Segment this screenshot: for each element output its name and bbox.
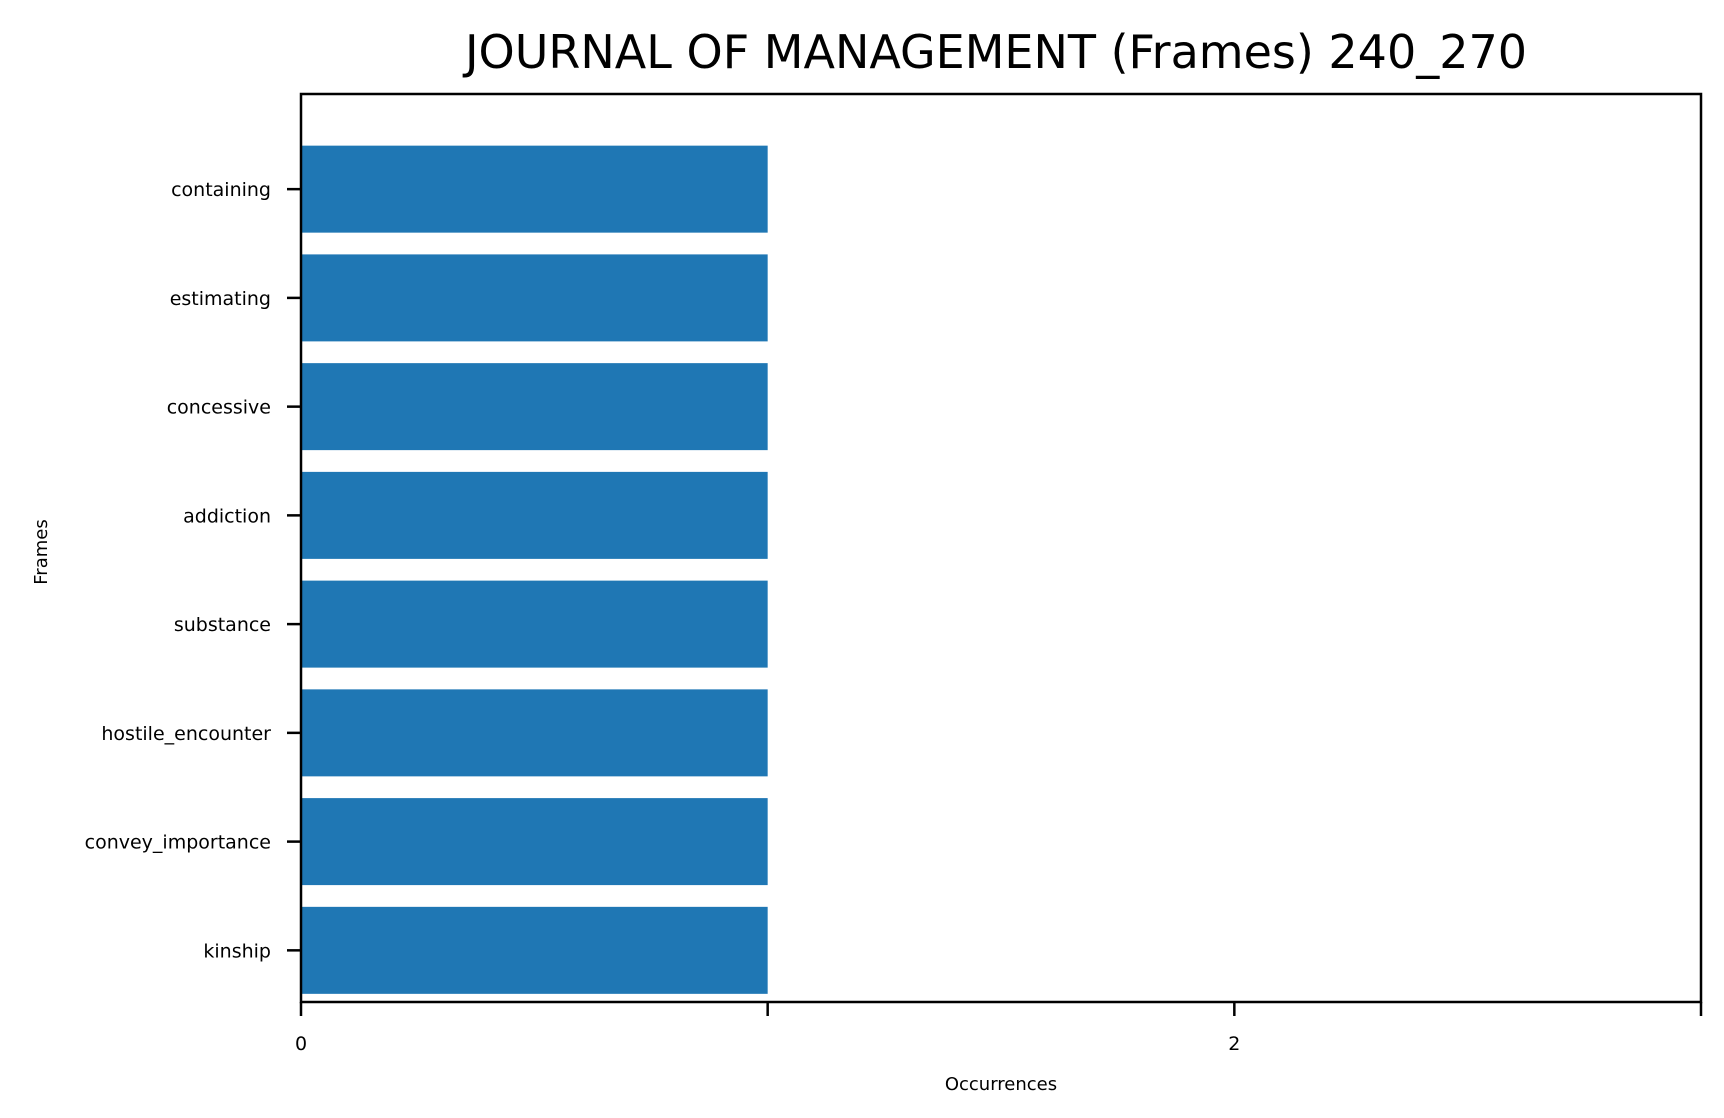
chart-title: JOURNAL OF MANAGEMENT (Frames) 240_270	[462, 25, 1527, 79]
bar-concessive	[301, 363, 768, 451]
bar-substance	[301, 580, 768, 668]
bar-convey_importance	[301, 798, 768, 886]
x-tick-label: 2	[1228, 1033, 1240, 1055]
bar-estimating	[301, 254, 768, 342]
y-tick-label: kinship	[203, 940, 271, 962]
plot-frame	[299, 92, 1703, 1004]
y-tick-label: addiction	[183, 505, 271, 527]
y-tick-label: convey_importance	[85, 832, 271, 854]
y-axis-label: Frames	[31, 519, 52, 584]
y-tick-label: estimating	[170, 288, 271, 310]
y-tick-label: substance	[174, 614, 271, 636]
y-axis: containing estimating concessive addiction s…	[85, 179, 301, 962]
y-tick-label: concessive	[167, 397, 271, 419]
bar-hostile_encounter	[301, 689, 768, 777]
bar-kinship	[301, 906, 768, 994]
bar-containing	[301, 145, 768, 233]
x-tick-label: 0	[295, 1033, 307, 1055]
x-axis-label: Occurrences	[945, 1074, 1057, 1095]
bars-group	[301, 145, 768, 994]
bar-addiction	[301, 471, 768, 559]
y-tick-label: hostile_encounter	[101, 723, 271, 745]
y-tick-label: containing	[171, 179, 271, 201]
